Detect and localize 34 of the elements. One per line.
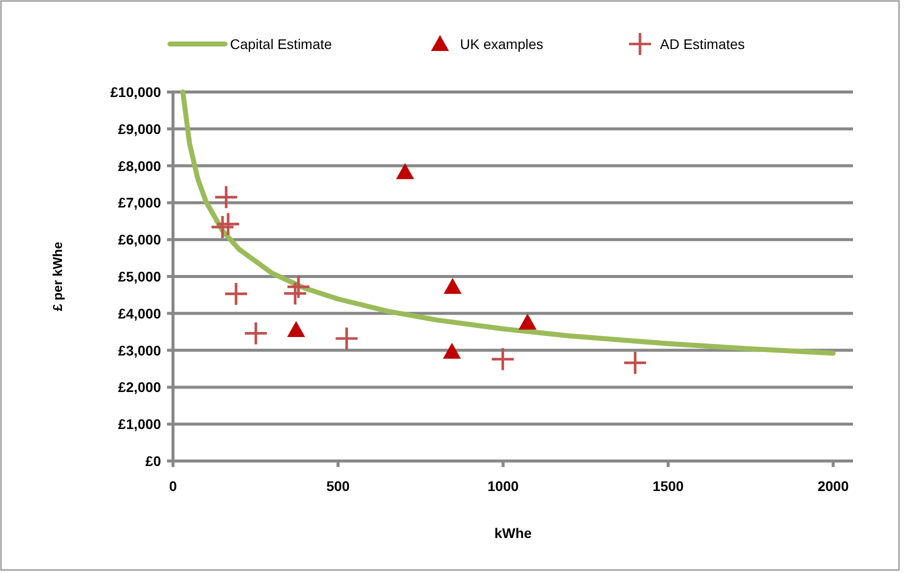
point xyxy=(518,314,537,330)
point xyxy=(624,352,646,374)
point xyxy=(287,276,310,298)
legend-label: Capital Estimate xyxy=(230,36,332,52)
y-tick-label: £3,000 xyxy=(118,342,162,358)
point xyxy=(442,342,461,359)
y-tick-label: £8,000 xyxy=(118,158,162,174)
y-tick-label: £1,000 xyxy=(118,416,162,432)
point xyxy=(396,163,414,180)
x-tick-label: 0 xyxy=(169,478,178,494)
x-axis-title: kWhe xyxy=(494,525,532,541)
x-tick-label: 1500 xyxy=(652,478,684,494)
point xyxy=(215,186,238,208)
x-tick-label: 500 xyxy=(326,478,350,494)
legend-label: AD Estimates xyxy=(660,36,745,52)
y-axis-title: £ per kWhe xyxy=(50,242,65,312)
y-tick-label: £0 xyxy=(145,453,162,469)
y-tick-label: £4,000 xyxy=(118,305,162,322)
point xyxy=(225,282,248,305)
y-tick-label: £6,000 xyxy=(118,232,162,248)
point xyxy=(244,322,267,344)
x-tick-label: 2000 xyxy=(818,478,849,494)
y-tick-label: £7,000 xyxy=(118,194,162,211)
y-tick-label: £2,000 xyxy=(118,379,162,396)
legend-label: UK examples xyxy=(460,36,544,52)
point xyxy=(492,348,514,370)
y-tick-label: £9,000 xyxy=(118,120,162,137)
point xyxy=(336,327,358,350)
point xyxy=(212,216,234,238)
y-tick-label: £5,000 xyxy=(118,268,162,284)
point xyxy=(444,278,462,294)
y-tick-label: £10,000 xyxy=(110,84,162,100)
point xyxy=(287,321,306,338)
x-tick-label: 1000 xyxy=(488,478,519,494)
